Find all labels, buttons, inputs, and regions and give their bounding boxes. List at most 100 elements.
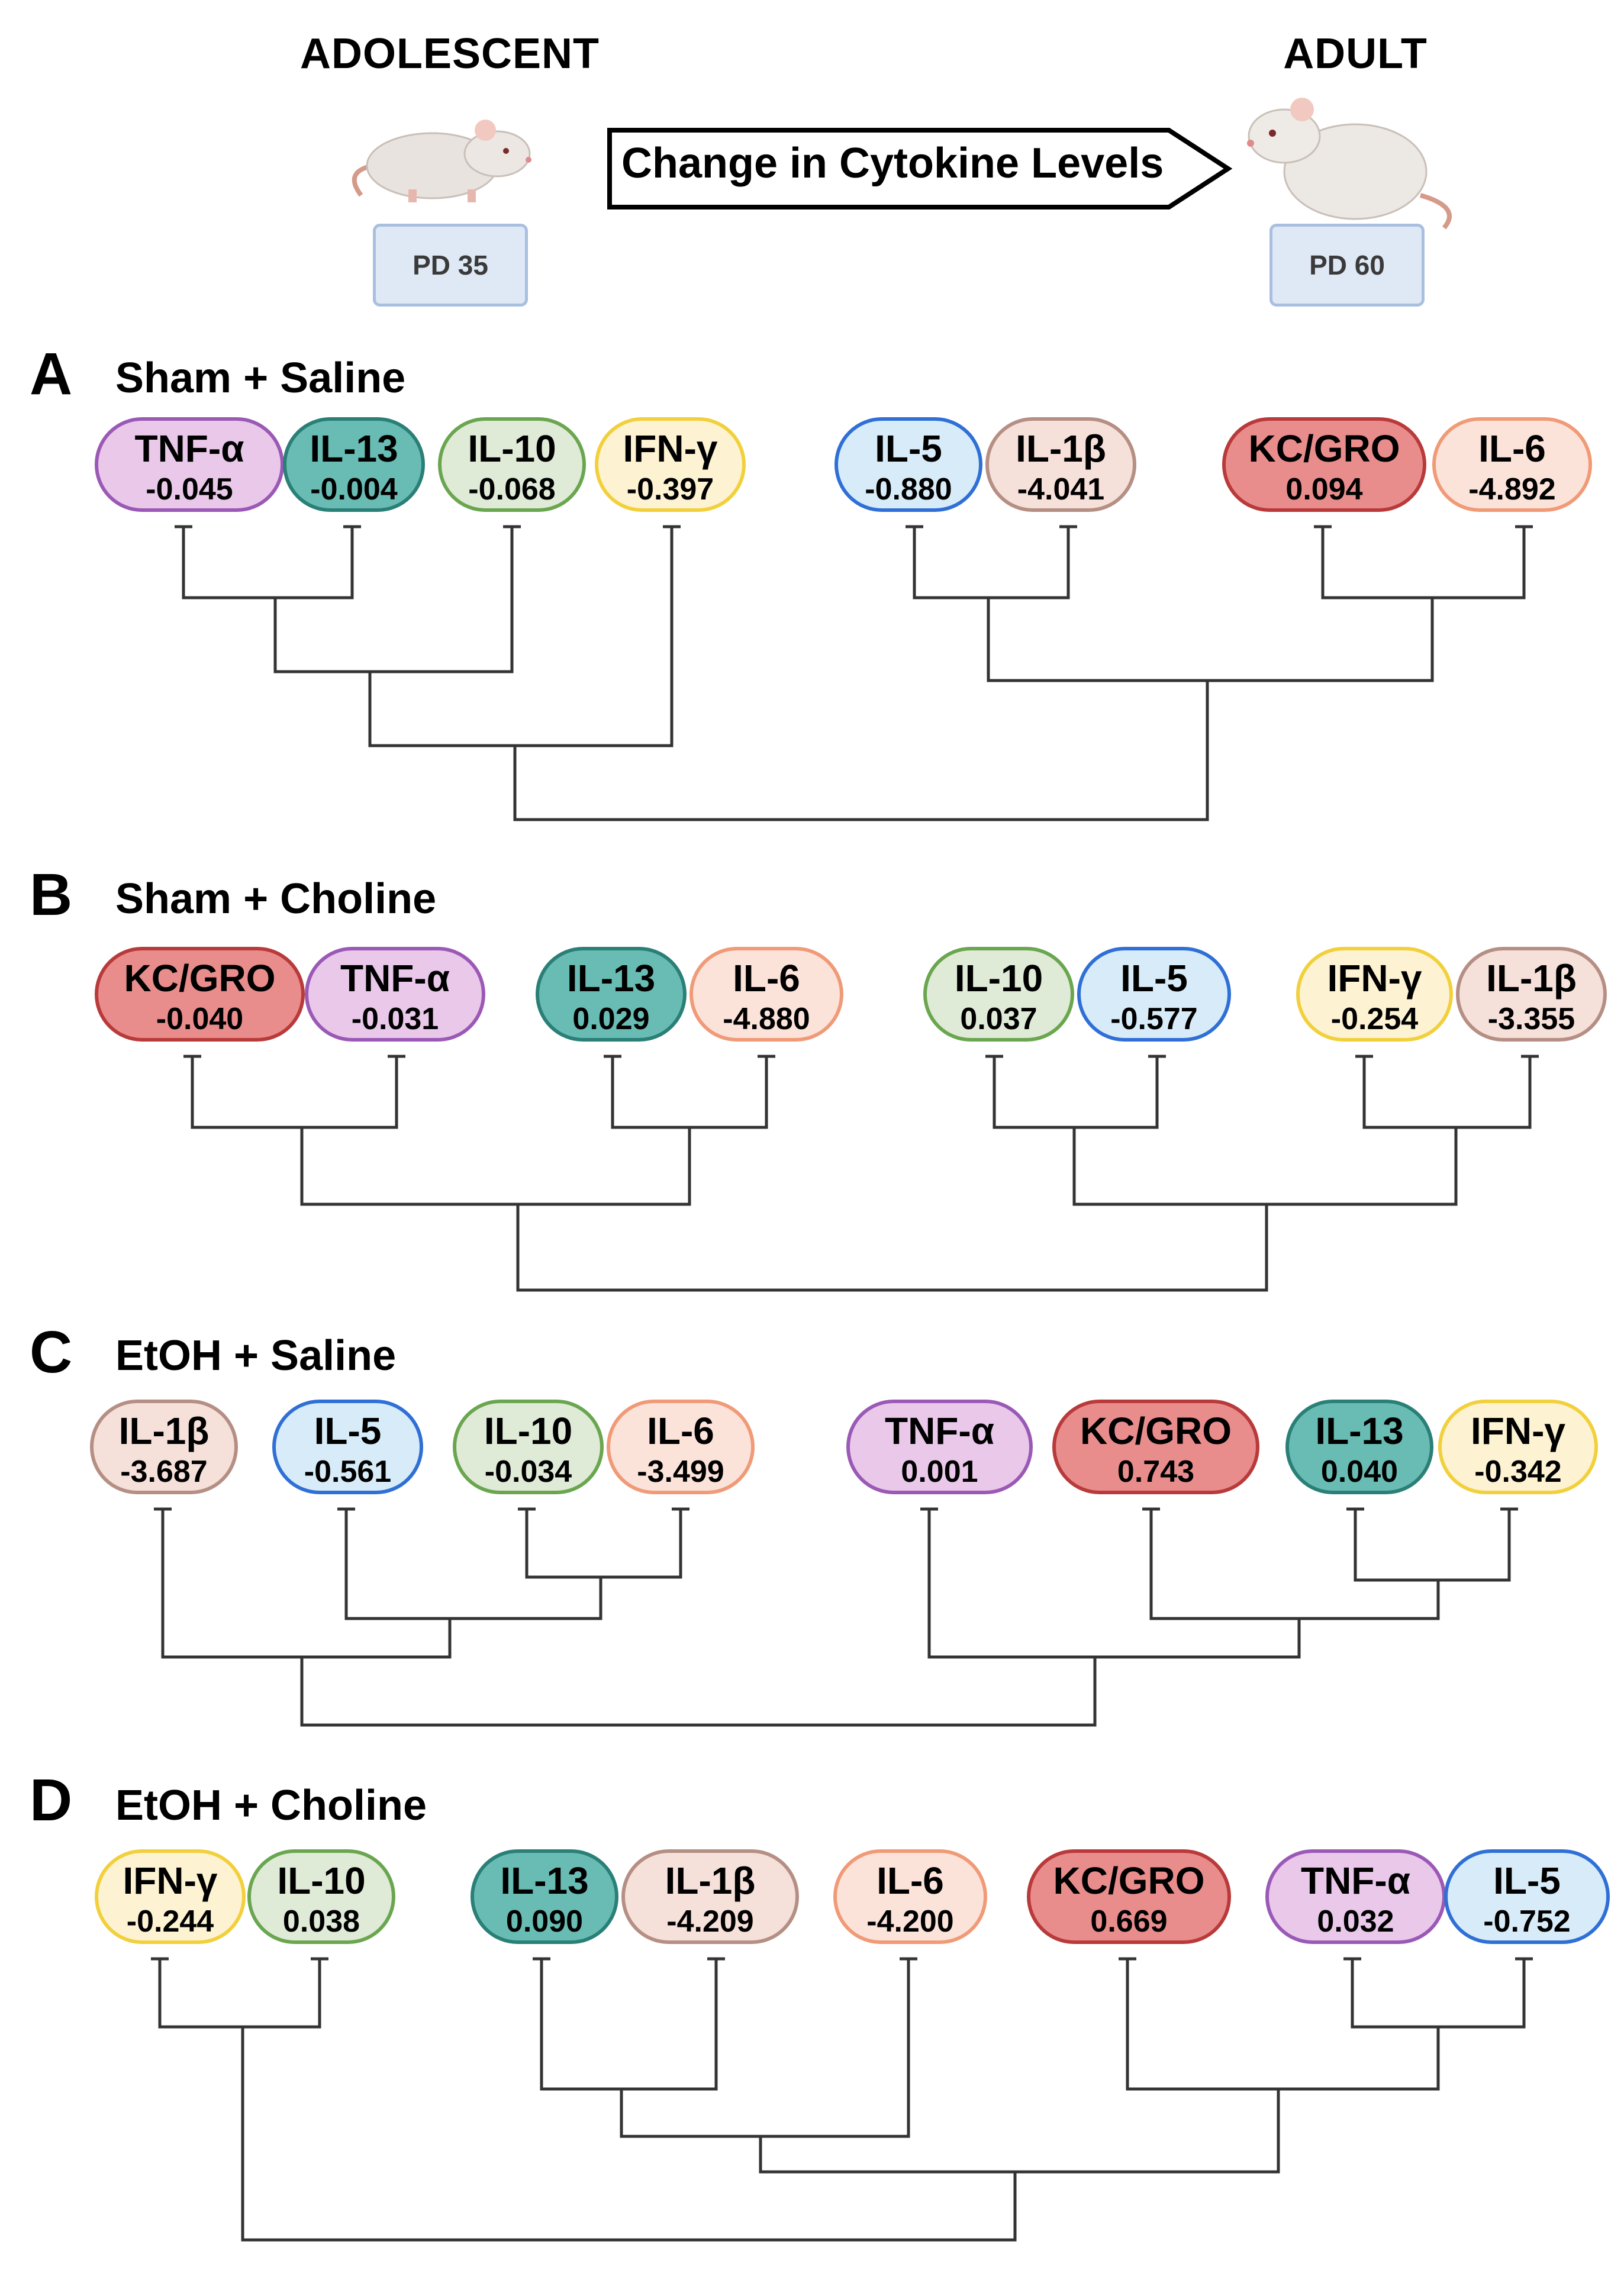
cytokine-node: IL-6 -4.892: [1432, 417, 1592, 512]
cytokine-node: IL-5 -0.577: [1077, 947, 1231, 1042]
cytokine-node: IL-6 -4.880: [689, 947, 843, 1042]
cytokine-name: TNF-α: [134, 427, 244, 470]
arrow-shape: [607, 128, 1233, 209]
cytokine-value: -4.209: [666, 1904, 754, 1939]
cytokine-name: KC/GRO: [1053, 1859, 1205, 1902]
cytokine-name: IL-1β: [1486, 957, 1577, 1000]
cytokine-value: -3.355: [1487, 1002, 1575, 1036]
cytokine-value: 0.032: [1317, 1904, 1394, 1939]
cytokine-value: -0.561: [304, 1455, 392, 1489]
cytokine-value: -4.200: [866, 1904, 954, 1939]
cytokine-value: 0.040: [1320, 1455, 1399, 1489]
cytokine-name: TNF-α: [884, 1410, 995, 1452]
adult-rat-icon: [1247, 98, 1452, 230]
cytokine-value: -0.040: [156, 1002, 244, 1036]
cytokine-name: IL-1β: [1016, 427, 1106, 470]
cytokine-value: -0.034: [484, 1455, 572, 1489]
panel-letter: B: [30, 862, 73, 928]
cytokine-name: IFN-γ: [623, 427, 718, 470]
cytokine-value: -0.342: [1474, 1455, 1562, 1489]
cytokine-node: IFN-γ -0.244: [95, 1849, 246, 1944]
cytokine-value: -0.254: [1330, 1002, 1419, 1036]
cytokine-name: IL-6: [647, 1410, 714, 1452]
cytokine-value: 0.029: [572, 1002, 650, 1036]
cytokine-name: KC/GRO: [1080, 1410, 1232, 1452]
cytokine-value: -0.880: [865, 472, 952, 507]
cytokine-value: -0.068: [468, 472, 556, 507]
cytokine-node: IL-13 0.029: [536, 947, 687, 1042]
cytokine-node: KC/GRO -0.040: [95, 947, 305, 1042]
cytokine-value: -0.577: [1110, 1002, 1198, 1036]
cytokine-value: 0.090: [505, 1904, 584, 1939]
cytokine-value: 0.038: [282, 1904, 360, 1939]
panel-letter: D: [30, 1767, 73, 1833]
cytokine-value: -0.397: [626, 472, 714, 507]
cytokine-value: -4.041: [1017, 472, 1105, 507]
cytokine-node: IL-1β -4.041: [985, 417, 1136, 512]
cytokine-value: 0.001: [901, 1455, 978, 1489]
cytokine-node: IL-6 -4.200: [833, 1849, 987, 1944]
cytokine-name: IFN-γ: [1471, 1410, 1565, 1452]
pd60-box: PD 60: [1269, 224, 1425, 307]
cytokine-node: IL-1β -3.687: [90, 1400, 238, 1494]
cytokine-node: IFN-γ -0.397: [595, 417, 746, 512]
panel-letter: C: [30, 1319, 73, 1385]
cytokine-node: IFN-γ -0.254: [1296, 947, 1453, 1042]
cytokine-name: IFN-γ: [123, 1859, 218, 1902]
panel-title: EtOH + Choline: [115, 1782, 427, 1829]
cytokine-node: TNF-α 0.032: [1265, 1849, 1446, 1944]
cytokine-name: IL-13: [310, 427, 398, 470]
cytokine-name: IL-10: [468, 427, 556, 470]
cytokine-node: TNF-α -0.031: [305, 947, 485, 1042]
cytokine-value: -4.892: [1468, 472, 1556, 507]
cytokine-node: IL-5 -0.752: [1444, 1849, 1610, 1944]
cytokine-node: KC/GRO 0.669: [1027, 1849, 1231, 1944]
cytokine-node: IL-1β -4.209: [621, 1849, 799, 1944]
cytokine-name: IL-6: [877, 1859, 944, 1902]
cytokine-node: IL-6 -3.499: [607, 1400, 755, 1494]
cytokine-value: -0.004: [310, 472, 398, 507]
cytokine-value: -0.244: [126, 1904, 214, 1939]
cytokine-node: KC/GRO 0.743: [1052, 1400, 1259, 1494]
cytokine-name: IL-13: [566, 957, 656, 1000]
cytokine-name: IL-1β: [118, 1410, 210, 1452]
cytokine-name: IL-1β: [665, 1859, 756, 1902]
cytokine-name: KC/GRO: [1248, 427, 1400, 470]
cytokine-node: IFN-γ -0.342: [1438, 1400, 1598, 1494]
cytokine-name: IL-13: [500, 1859, 589, 1902]
panel-title: Sham + Choline: [115, 875, 437, 923]
adolescent-label: ADOLESCENT: [299, 30, 600, 78]
cytokine-node: TNF-α -0.045: [95, 417, 284, 512]
cytokine-node: IL-10 0.038: [247, 1849, 395, 1944]
pd35-box: PD 35: [373, 224, 528, 307]
cytokine-name: IL-6: [733, 957, 800, 1000]
cytokine-value: 0.094: [1285, 472, 1363, 507]
cytokine-value: -3.499: [637, 1455, 724, 1489]
cytokine-value: -0.045: [146, 472, 233, 507]
cytokine-node: TNF-α 0.001: [846, 1400, 1033, 1494]
cytokine-node: IL-5 -0.880: [834, 417, 982, 512]
cytokine-name: IL-10: [484, 1410, 573, 1452]
cytokine-name: IL-5: [875, 427, 942, 470]
panel-letter: A: [30, 341, 73, 407]
cytokine-node: KC/GRO 0.094: [1222, 417, 1426, 512]
cytokine-name: IL-5: [1493, 1859, 1561, 1902]
cytokine-node: IL-10 -0.068: [438, 417, 586, 512]
cytokine-node: IL-1β -3.355: [1456, 947, 1607, 1042]
cytokine-name: IL-10: [954, 957, 1043, 1000]
panel-title: Sham + Saline: [115, 354, 406, 402]
cytokine-value: -0.752: [1483, 1904, 1571, 1939]
adolescent-rat-icon: [352, 120, 531, 202]
cytokine-value: -0.031: [351, 1002, 439, 1036]
adult-label: ADULT: [1283, 30, 1428, 78]
cytokine-value: -3.687: [120, 1455, 208, 1489]
cytokine-value: 0.669: [1090, 1904, 1168, 1939]
cytokine-value: 0.037: [960, 1002, 1037, 1036]
cytokine-node: IL-10 0.037: [923, 947, 1074, 1042]
cytokine-name: IL-5: [1120, 957, 1188, 1000]
cytokine-node: IL-13 0.090: [471, 1849, 618, 1944]
cytokine-name: KC/GRO: [124, 957, 276, 1000]
panel-title: EtOH + Saline: [115, 1332, 397, 1379]
